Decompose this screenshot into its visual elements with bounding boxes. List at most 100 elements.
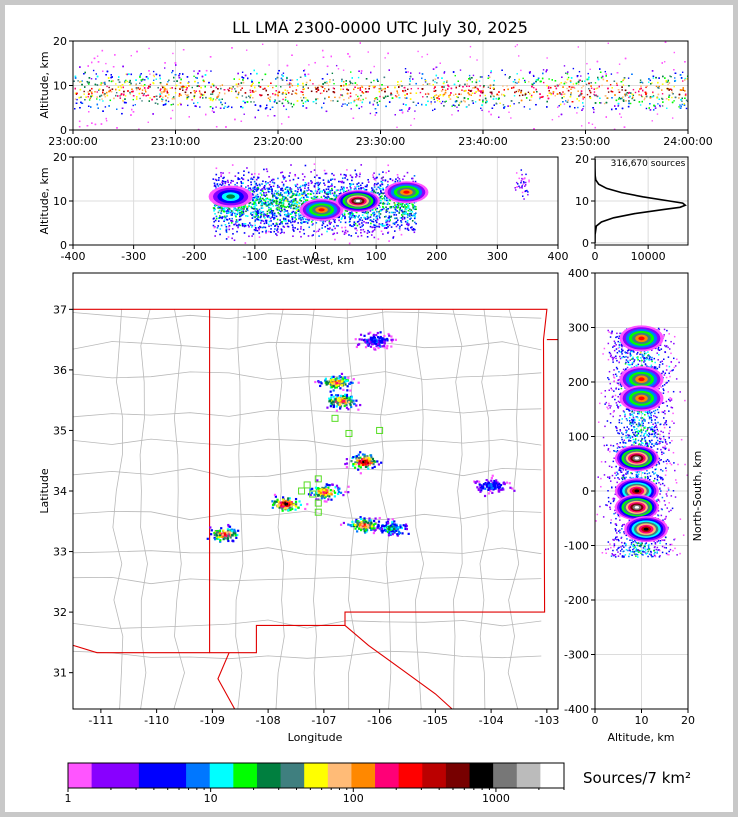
altitude-time-source-pixel [153, 96, 156, 98]
altitude-time-source-pixel [162, 104, 165, 106]
altitude-time-source-pixel [118, 89, 121, 91]
altitude-time-source-pixel [652, 77, 655, 79]
altitude-time-source-pixel [398, 86, 400, 88]
eastwest-source-pixel [220, 224, 223, 227]
altitude-time-source-pixel [138, 88, 141, 91]
altitude-time-source-pixel [421, 56, 423, 58]
altitude-time-source-pixel [489, 87, 491, 89]
altitude-time-source-pixel [617, 102, 620, 105]
altitude-time-source-pixel [546, 69, 548, 71]
altitude-time-source-pixel [100, 84, 102, 86]
eastwest-source-pixel [297, 222, 299, 224]
altitude-time-source-pixel [435, 94, 438, 96]
altitude-time-source-pixel [182, 49, 185, 51]
altitude-time-source-pixel [546, 106, 548, 108]
altitude-time-source-pixel [118, 81, 121, 83]
eastwest-source-pixel [272, 185, 275, 188]
eastwest-source-pixel [227, 181, 229, 183]
eastwest-source-pixel [362, 187, 364, 189]
eastwest-source-pixel [227, 222, 230, 225]
altitude-time-source-pixel [151, 98, 153, 101]
altitude-time-source-pixel [435, 74, 438, 77]
altitude-time-source-pixel [433, 87, 435, 90]
altitude-time-source-pixel [412, 78, 414, 80]
altitude-time-source-pixel [168, 79, 170, 81]
eastwest-source-pixel [324, 197, 326, 200]
eastwest-source-pixel [268, 184, 271, 186]
altitude-time-source-pixel [278, 100, 281, 102]
altitude-time-source-pixel [580, 93, 582, 96]
altitude-time-source-pixel [94, 83, 97, 86]
eastwest-source-pixel [344, 231, 346, 234]
altitude-time-source-pixel [74, 77, 77, 79]
altitude-time-source-pixel [657, 93, 660, 96]
altitude-time-source-pixel [148, 47, 150, 50]
altitude-time-source-pixel [542, 95, 544, 98]
altitude-time-source-pixel [607, 87, 609, 90]
altitude-time-source-pixel [115, 88, 117, 91]
altitude-time-source-pixel [78, 125, 81, 128]
altitude-time-source-pixel [668, 94, 671, 97]
altitude-time-source-pixel [562, 86, 564, 88]
altitude-time-source-pixel [223, 92, 226, 95]
altitude-time-source-pixel [554, 80, 557, 82]
altitude-time-source-pixel [514, 45, 517, 48]
altitude-time-source-pixel [384, 88, 386, 90]
altitude-time-source-pixel [149, 83, 152, 86]
altitude-time-source-pixel [683, 103, 685, 105]
altitude-time-source-pixel [470, 89, 473, 92]
altitude-time-source-pixel [582, 102, 584, 104]
altitude-time-source-pixel [354, 82, 357, 84]
altitude-time-source-pixel [179, 73, 181, 75]
eastwest-source-pixel [213, 185, 216, 187]
altitude-time-source-pixel [580, 90, 583, 92]
altitude-time-source-pixel [102, 100, 104, 102]
altitude-time-source-pixel [231, 106, 233, 109]
altitude-time-source-pixel [138, 92, 141, 95]
altitude-time-source-pixel [365, 91, 367, 93]
altitude-time-source-pixel [76, 92, 78, 95]
altitude-time-source-pixel [108, 105, 110, 107]
altitude-time-source-pixel [593, 108, 595, 111]
altitude-axis-tick-label: 0 [60, 124, 67, 137]
altitude-time-source-pixel [671, 117, 674, 119]
altitude-time-source-pixel [530, 96, 533, 98]
altitude-time-source-pixel [130, 73, 133, 76]
altitude-time-source-pixel [378, 90, 381, 93]
altitude-time-source-pixel [375, 97, 378, 99]
altitude-time-source-pixel [170, 104, 173, 106]
altitude-time-source-pixel [89, 97, 91, 100]
altitude-time-source-pixel [517, 90, 520, 93]
altitude-time-source-pixel [244, 92, 247, 94]
eastwest-source-pixel [212, 224, 215, 227]
eastwest-source-pixel [338, 193, 341, 195]
eastwest-source-pixel [393, 223, 396, 225]
altitude-time-source-pixel [215, 106, 217, 108]
altitude-time-source-pixel [126, 80, 128, 83]
eastwest-source-pixel [289, 179, 291, 182]
altitude-time-source-pixel [162, 96, 164, 98]
eastwest-source-pixel [294, 175, 297, 177]
eastwest-source-pixel [258, 232, 260, 234]
altitude-time-source-pixel [446, 80, 448, 82]
altitude-time-source-pixel [324, 81, 326, 84]
altitude-time-source-pixel [444, 101, 446, 103]
altitude-time-source-pixel [302, 82, 304, 85]
altitude-time-source-pixel [489, 76, 491, 78]
altitude-time-source-pixel [204, 85, 206, 88]
eastwest-source-pixel [386, 199, 389, 202]
eastwest-source-pixel [298, 193, 301, 195]
altitude-time-source-pixel [621, 89, 623, 91]
eastwest-source-pixel [240, 182, 243, 185]
altitude-time-source-pixel [315, 99, 317, 102]
altitude-time-source-pixel [134, 104, 136, 106]
altitude-time-source-pixel [346, 88, 348, 91]
eastwest-source-pixel [298, 215, 301, 217]
eastwest-source-pixel [372, 176, 375, 179]
altitude-time-source-pixel [321, 86, 324, 88]
altitude-time-source-pixel [662, 75, 664, 78]
altitude-time-source-pixel [355, 104, 358, 107]
altitude-time-source-pixel [166, 92, 169, 94]
altitude-time-source-pixel [275, 85, 277, 87]
altitude-time-source-pixel [646, 85, 648, 87]
